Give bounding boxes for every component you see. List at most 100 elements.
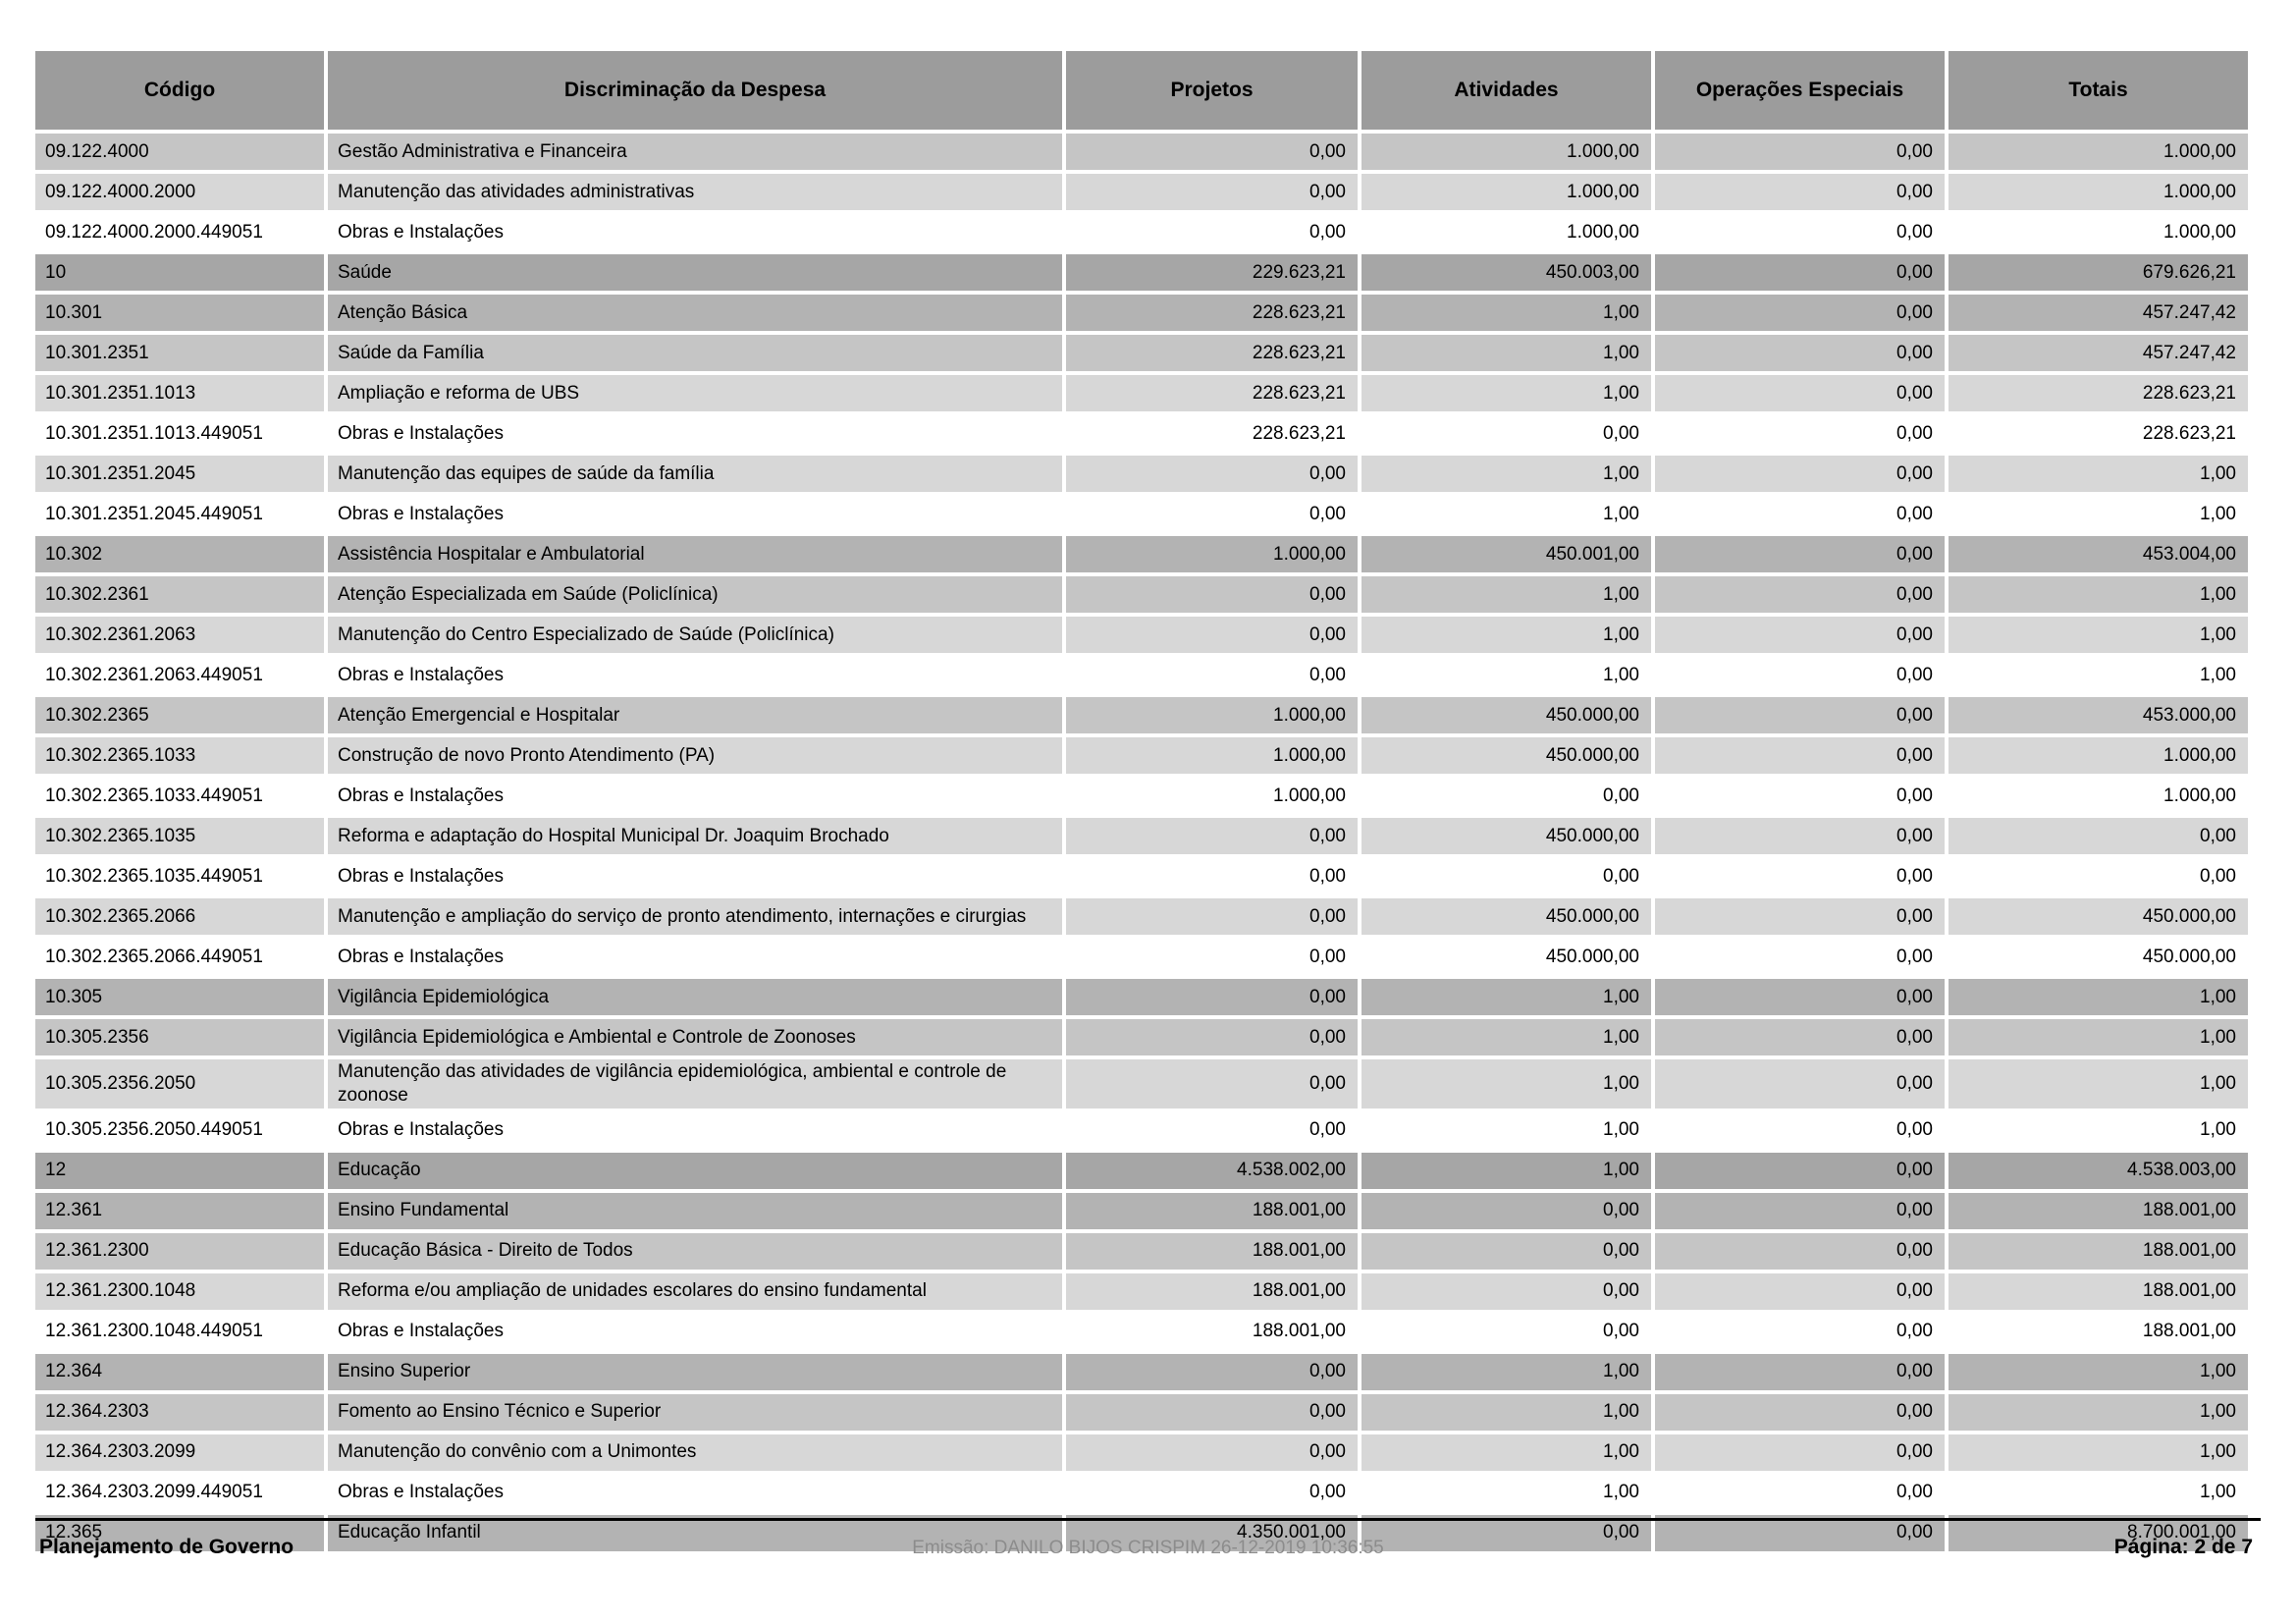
operacoes-cell: 0,00 <box>1651 130 1947 172</box>
projetos-cell: 4.350.001,00 <box>1062 1510 1360 1551</box>
code-cell: 10.302.2365.1033 <box>35 733 326 776</box>
table-row: 10.302.2361 Atenção Especializada em Saúd… <box>35 572 2248 615</box>
projetos-cell: 0,00 <box>1062 894 1360 937</box>
code-cell: 10 <box>35 250 326 293</box>
operacoes-cell: 0,00 <box>1651 774 1947 816</box>
table-row: 12.364.2303.2099 Manutenção do convênio c… <box>35 1430 2248 1473</box>
description-cell: Atenção Básica <box>324 291 1064 333</box>
operacoes-cell: 0,00 <box>1651 250 1947 293</box>
table-row: 10.301.2351 Saúde da Família 228.623,21 1,0… <box>35 331 2248 373</box>
totais-cell: 1,00 <box>1945 975 2248 1017</box>
table-row: 12.361.2300 Educação Básica - Direito de … <box>35 1228 2248 1271</box>
description-cell: Vigilância Epidemiológica e Ambiental e … <box>324 1015 1064 1057</box>
totais-cell: 228.623,21 <box>1945 411 2248 454</box>
totais-cell: 1.000,00 <box>1945 733 2248 776</box>
column-header-atividades: Atividades <box>1358 51 1653 132</box>
atividades-cell: 0,00 <box>1358 1269 1653 1312</box>
projetos-cell: 0,00 <box>1062 1015 1360 1057</box>
description-cell: Assistência Hospitalar e Ambulatorial <box>324 532 1064 574</box>
operacoes-cell: 0,00 <box>1651 1430 1947 1473</box>
operacoes-cell: 0,00 <box>1651 814 1947 856</box>
code-cell: 10.301.2351.1013.449051 <box>35 411 326 454</box>
atividades-cell: 1.000,00 <box>1358 130 1653 172</box>
code-cell: 12 <box>35 1148 326 1191</box>
table-row: 09.122.4000.2000 Manutenção das atividade… <box>35 170 2248 212</box>
operacoes-cell: 0,00 <box>1651 1510 1947 1551</box>
description-cell: Ensino Superior <box>324 1349 1064 1392</box>
table-row: 10.302.2365.2066.449051 Obras e Instalaçõ… <box>35 935 2248 977</box>
projetos-cell: 228.623,21 <box>1062 331 1360 373</box>
projetos-cell: 1.000,00 <box>1062 532 1360 574</box>
code-cell: 09.122.4000.2000.449051 <box>35 210 326 252</box>
operacoes-cell: 0,00 <box>1651 532 1947 574</box>
atividades-cell: 1,00 <box>1358 572 1653 615</box>
operacoes-cell: 0,00 <box>1651 653 1947 695</box>
totais-cell: 457.247,42 <box>1945 331 2248 373</box>
totais-cell: 1,00 <box>1945 1055 2248 1110</box>
atividades-cell: 1,00 <box>1358 1389 1653 1433</box>
operacoes-cell: 0,00 <box>1651 1148 1947 1191</box>
atividades-cell: 450.000,00 <box>1358 733 1653 776</box>
table-body: 09.122.4000 Gestão Administrativa e Finan… <box>35 130 2248 1551</box>
totais-cell: 1,00 <box>1945 1015 2248 1057</box>
code-cell: 12.364 <box>35 1349 326 1392</box>
footer-divider <box>35 1518 2261 1521</box>
code-cell: 10.301.2351.1013 <box>35 371 326 413</box>
projetos-cell: 228.623,21 <box>1062 411 1360 454</box>
code-cell: 12.364.2303.2099 <box>35 1430 326 1473</box>
description-cell: Obras e Instalações <box>324 492 1064 534</box>
projetos-cell: 0,00 <box>1062 1470 1360 1513</box>
code-cell: 10.305 <box>35 975 326 1017</box>
projetos-cell: 188.001,00 <box>1062 1188 1360 1231</box>
projetos-cell: 188.001,00 <box>1062 1228 1360 1271</box>
operacoes-cell: 0,00 <box>1651 411 1947 454</box>
column-header-totais: Totais <box>1945 51 2248 132</box>
totais-cell: 450.000,00 <box>1945 935 2248 977</box>
description-cell: Manutenção das equipes de saúde da famíl… <box>324 452 1064 494</box>
description-cell: Saúde da Família <box>324 331 1064 373</box>
table-row: 10.301.2351.2045 Manutenção das equipes d… <box>35 452 2248 494</box>
table-row: 12.364.2303.2099.449051 Obras e Instalaçõ… <box>35 1470 2248 1513</box>
operacoes-cell: 0,00 <box>1651 1470 1947 1513</box>
operacoes-cell: 0,00 <box>1651 1309 1947 1352</box>
description-cell: Educação Infantil <box>324 1510 1064 1551</box>
atividades-cell: 1,00 <box>1358 975 1653 1017</box>
operacoes-cell: 0,00 <box>1651 291 1947 333</box>
operacoes-cell: 0,00 <box>1651 371 1947 413</box>
atividades-cell: 1,00 <box>1358 1349 1653 1392</box>
code-cell: 12.361.2300 <box>35 1228 326 1271</box>
projetos-cell: 0,00 <box>1062 653 1360 695</box>
atividades-cell: 1,00 <box>1358 613 1653 655</box>
table-row: 10 Saúde 229.623,21 450.003,00 0,00 679.626,2… <box>35 250 2248 293</box>
projetos-cell: 0,00 <box>1062 935 1360 977</box>
atividades-cell: 450.003,00 <box>1358 250 1653 293</box>
atividades-cell: 1,00 <box>1358 1055 1653 1110</box>
table-row: 10.302.2361.2063 Manutenção do Centro Esp… <box>35 613 2248 655</box>
totais-cell: 1,00 <box>1945 1108 2248 1151</box>
code-cell: 10.302.2365 <box>35 693 326 735</box>
totais-cell: 1,00 <box>1945 1430 2248 1473</box>
description-cell: Gestão Administrativa e Financeira <box>324 130 1064 172</box>
operacoes-cell: 0,00 <box>1651 170 1947 212</box>
operacoes-cell: 0,00 <box>1651 613 1947 655</box>
atividades-cell: 1,00 <box>1358 1430 1653 1473</box>
table-row: 10.302.2361.2063.449051 Obras e Instalaçõ… <box>35 653 2248 695</box>
projetos-cell: 0,00 <box>1062 613 1360 655</box>
description-cell: Construção de novo Pronto Atendimento (P… <box>324 733 1064 776</box>
table-row: 10.302.2365.1035 Reforma e adaptação do H… <box>35 814 2248 856</box>
operacoes-cell: 0,00 <box>1651 1269 1947 1312</box>
totais-cell: 0,00 <box>1945 814 2248 856</box>
totais-cell: 1,00 <box>1945 452 2248 494</box>
code-cell: 10.302.2361 <box>35 572 326 615</box>
atividades-cell: 0,00 <box>1358 1188 1653 1231</box>
totais-cell: 450.000,00 <box>1945 894 2248 937</box>
atividades-cell: 1.000,00 <box>1358 170 1653 212</box>
code-cell: 10.302.2365.1033.449051 <box>35 774 326 816</box>
projetos-cell: 0,00 <box>1062 1108 1360 1151</box>
code-cell: 12.361.2300.1048.449051 <box>35 1309 326 1352</box>
code-cell: 12.365 <box>35 1510 326 1551</box>
description-cell: Manutenção do convênio com a Unimontes <box>324 1430 1064 1473</box>
operacoes-cell: 0,00 <box>1651 894 1947 937</box>
atividades-cell: 1,00 <box>1358 452 1653 494</box>
